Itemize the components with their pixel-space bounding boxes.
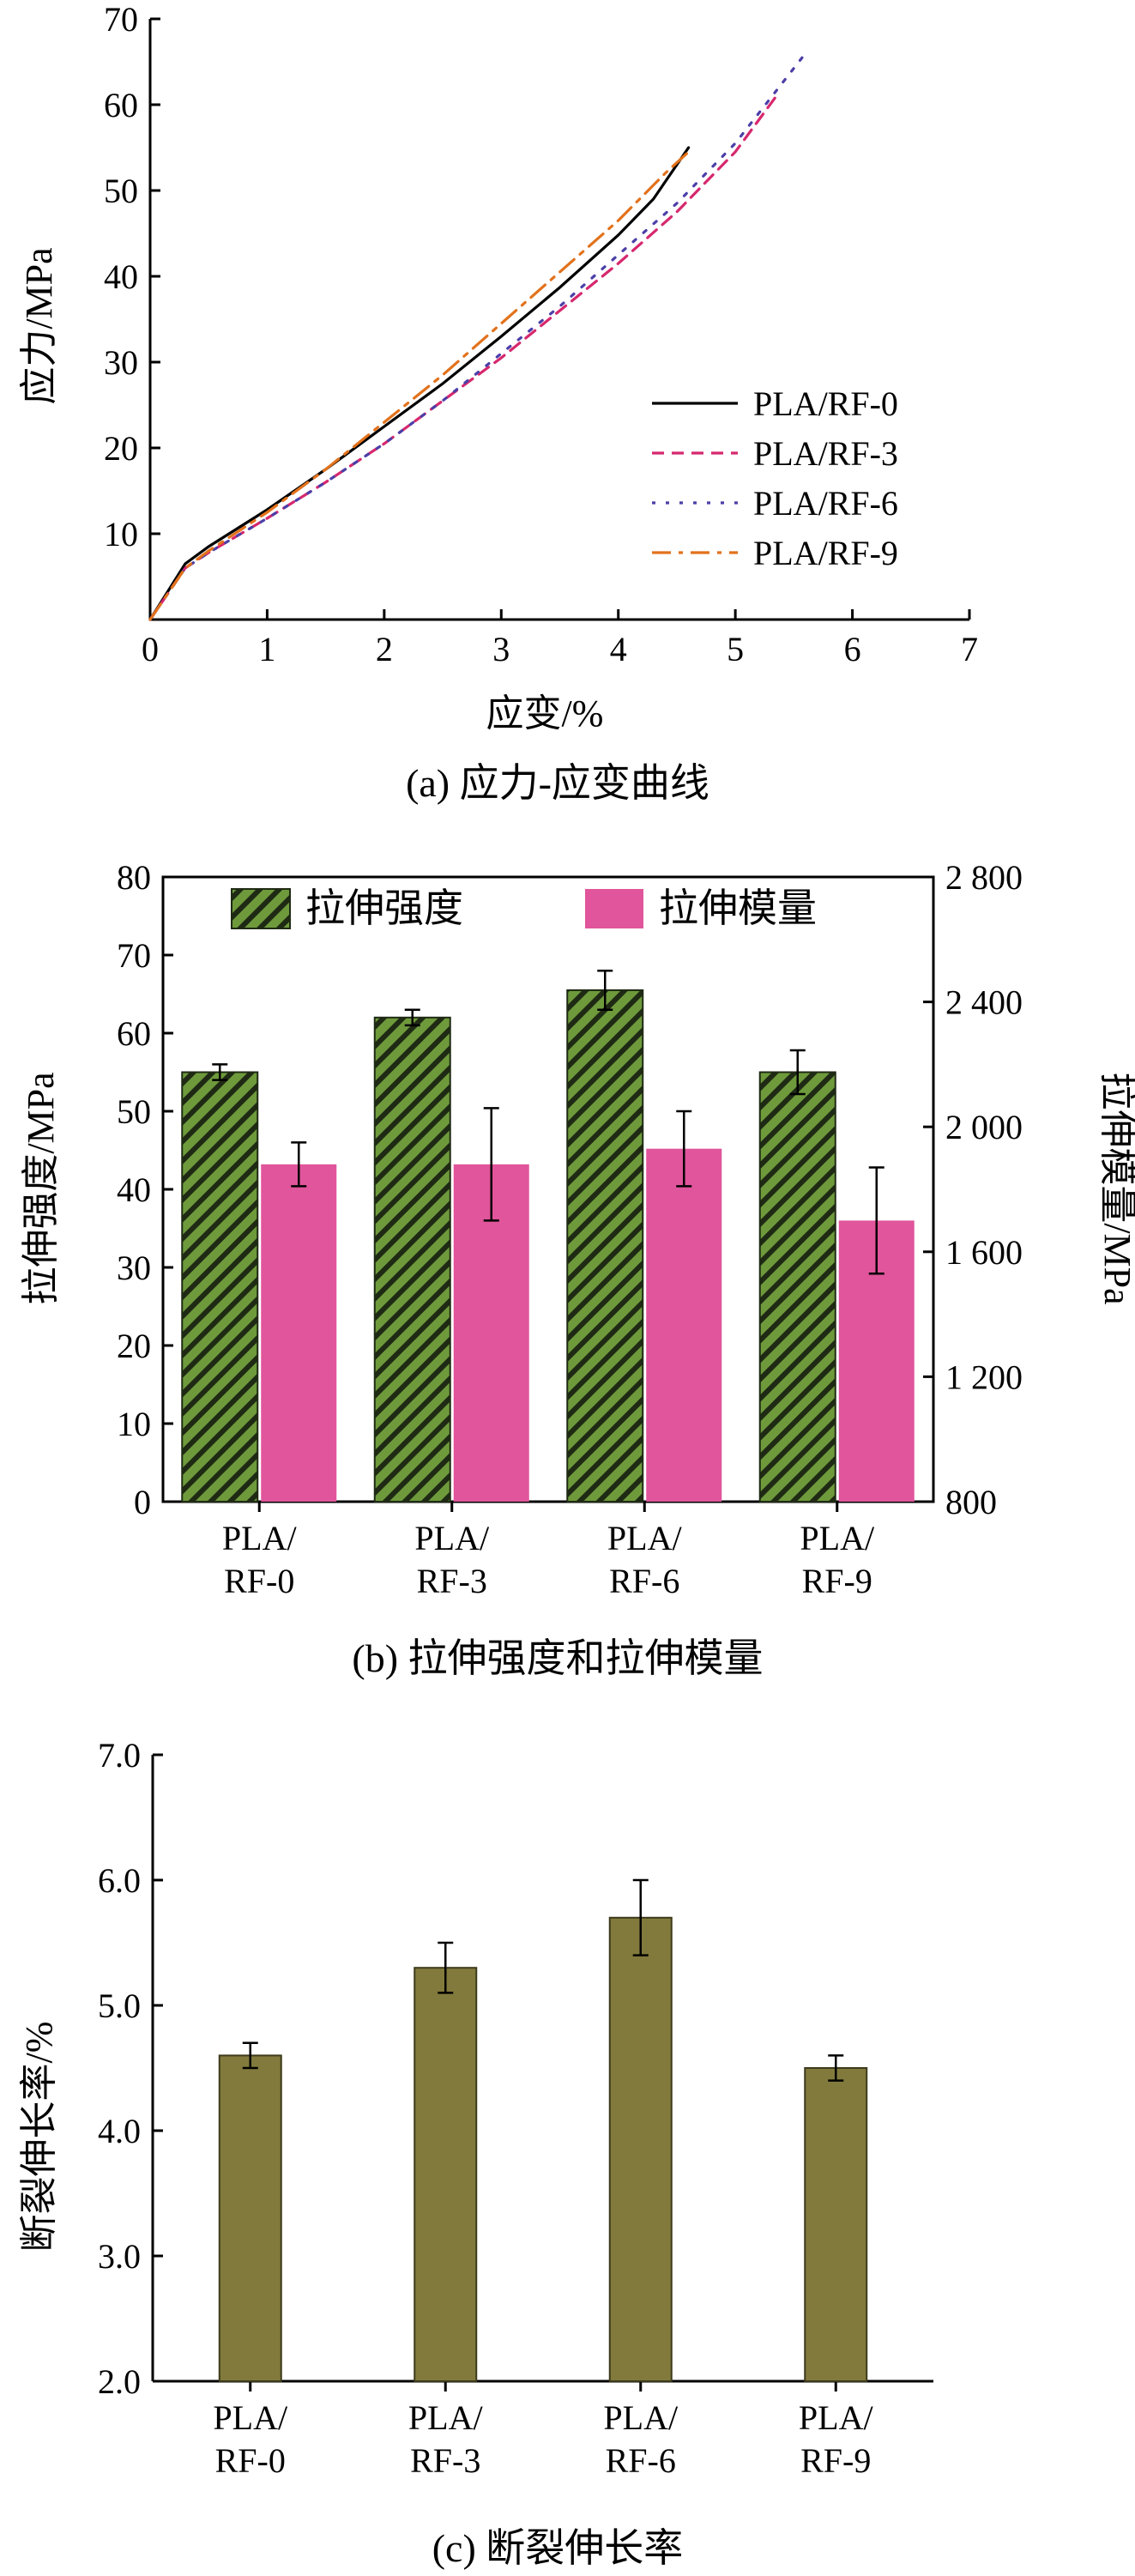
chart-c: 2.0 3.0 4.0 5.0 6.0 7.0 PLA/RF-0 PLA/RF-3 PLA/RF… [18,1736,933,2570]
x-tick-label: 2 [376,630,393,668]
legend-label: 拉伸强度 [305,886,463,930]
legend-label: 拉伸模量 [659,886,817,930]
chart-a-series [148,51,807,621]
chart-a-ylabel: 应力/MPa [18,247,60,404]
legend-label: PLA/RF-0 [753,384,898,423]
x-tick-label: PLA/ [414,1519,490,1557]
y-left-tick-label: 30 [117,1249,151,1287]
x-tick-label: 0 [142,630,159,668]
bar [646,1148,722,1502]
x-tick-label: RF-9 [800,2441,871,2480]
y-left-tick-label: 40 [117,1170,151,1209]
series-line-pla-rf-3 [148,94,778,621]
x-tick-label: 7 [961,630,978,668]
legend-label: PLA/RF-6 [753,484,898,523]
chart-b-axes: 0 10 20 30 40 50 60 70 80 800 1 200 1 600 2 000 2 400… [117,858,1023,1600]
x-tick-label: 3 [492,630,510,668]
series-line-pla-rf-6 [148,51,807,621]
bar [566,989,644,1503]
y-left-tick-label: 10 [117,1405,151,1443]
chart-b-bars [181,969,915,1503]
chart-c-bars [218,1878,868,2383]
x-tick-label: RF-3 [417,1562,487,1600]
y-right-tick-label: 2 400 [945,983,1023,1022]
bar [261,1164,337,1502]
chart-c-ylabel: 断裂伸长率/% [18,2022,60,2252]
y-left-tick-label: 60 [117,1014,151,1053]
chart-b-legend: 拉伸强度 拉伸模量 [231,886,817,930]
y-left-tick-label: 80 [117,858,151,897]
y-tick-label: 70 [104,0,138,39]
x-tick-label: PLA/ [607,1519,683,1557]
y-tick-label: 20 [104,429,138,468]
legend-label: PLA/RF-9 [753,534,898,572]
chart-a-legend: PLA/RF-0 PLA/RF-3 PLA/RF-6 PLA/RF-9 [652,384,898,572]
x-tick-label: 1 [258,630,275,668]
y-tick-label: 7.0 [98,1736,141,1775]
y-left-tick-label: 20 [117,1327,151,1365]
chart-b: 0 10 20 30 40 50 60 70 80 800 1 200 1 600 2 000 2 400… [20,858,1135,1680]
bar [608,1916,673,2383]
x-tick-label: PLA/ [222,1519,298,1557]
y-tick-label: 50 [104,172,138,210]
x-tick-label: RF-3 [410,2441,480,2480]
chart-c-caption: (c) 断裂伸长率 [432,2526,684,2570]
series-line-pla-rf-0 [148,146,691,621]
x-tick-label: PLA/ [213,2398,288,2437]
y-right-tick-label: 1 200 [945,1358,1023,1396]
legend-label: PLA/RF-3 [753,434,898,473]
x-tick-label: RF-6 [606,2441,676,2480]
bar [181,1071,259,1503]
y-tick-label: 5.0 [98,1986,141,2025]
bar [804,2067,868,2382]
chart-a-axes: 0 1 2 3 4 5 6 7 10 20 30 40 50 60 70 [104,0,978,668]
x-tick-label: 6 [844,630,861,668]
y-left-tick-label: 70 [117,936,151,975]
bar [218,2054,282,2382]
chart-c-axes: 2.0 3.0 4.0 5.0 6.0 7.0 PLA/RF-0 PLA/RF-3 PLA/RF… [98,1736,933,2480]
bar [373,1016,451,1503]
bar [414,1967,478,2382]
chart-b-ylabel-right: 拉伸模量/MPa [1096,1072,1135,1304]
y-right-tick-label: 2 800 [945,858,1023,897]
y-tick-label: 3.0 [98,2237,141,2276]
y-tick-label: 10 [104,515,138,553]
x-tick-label: PLA/ [799,2398,874,2437]
y-tick-label: 6.0 [98,1861,141,1900]
y-right-tick-label: 1 600 [945,1233,1023,1272]
y-right-tick-label: 2 000 [945,1108,1023,1146]
y-tick-label: 2.0 [98,2362,141,2401]
x-tick-label: RF-6 [609,1562,679,1600]
chart-a-xlabel: 应变/% [486,692,604,735]
y-right-tick-label: 800 [945,1483,997,1521]
x-tick-label: PLA/ [603,2398,679,2437]
x-tick-label: RF-9 [802,1562,872,1600]
x-tick-label: PLA/ [408,2398,484,2437]
x-tick-label: 4 [610,630,627,668]
x-tick-label: RF-0 [215,2441,286,2480]
y-left-tick-label: 0 [134,1483,151,1521]
y-tick-label: 4.0 [98,2112,141,2150]
x-tick-label: 5 [727,630,744,668]
y-tick-label: 60 [104,86,138,124]
x-tick-label: PLA/ [800,1519,875,1557]
legend-swatch [231,888,291,929]
x-tick-label: RF-0 [224,1562,294,1600]
y-tick-label: 30 [104,343,138,382]
chart-b-ylabel-left: 拉伸强度/MPa [20,1072,62,1304]
y-left-tick-label: 50 [117,1092,151,1131]
y-tick-label: 40 [104,257,138,296]
legend-swatch [585,889,643,928]
series-line-pla-rf-9 [148,150,691,621]
bar [758,1071,836,1503]
chart-a-caption: (a) 应力-应变曲线 [406,761,709,805]
chart-b-caption: (b) 拉伸强度和拉伸模量 [352,1636,763,1680]
